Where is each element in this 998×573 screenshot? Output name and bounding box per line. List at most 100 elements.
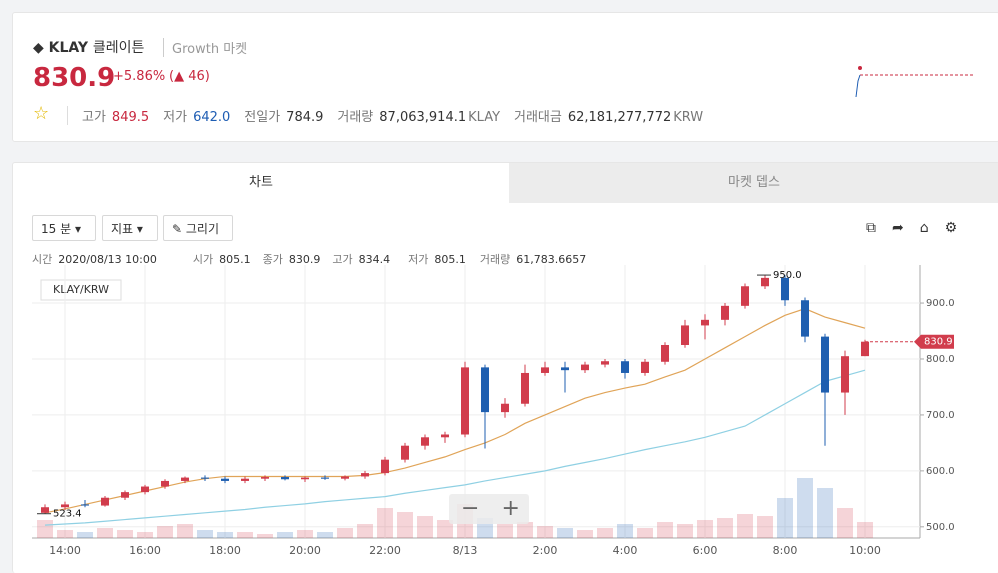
info-value: 805.1: [434, 253, 466, 266]
candle-body: [521, 372, 529, 404]
candle-body: [621, 361, 629, 373]
x-tick-label: 2:00: [533, 544, 558, 557]
stat-value: 62,181,277,772: [567, 110, 672, 125]
candle-body: [421, 437, 429, 446]
candle-body: [601, 361, 609, 365]
stat-unit: KLAY: [468, 110, 501, 125]
stat-label: 전일가: [244, 110, 281, 125]
pair-label: KLAY/KRW: [53, 283, 109, 296]
market: Growth 마켓: [163, 38, 247, 57]
volume-bar: [397, 512, 413, 538]
candle-body: [61, 504, 69, 508]
candle-body: [401, 445, 409, 460]
stat-value: 642.0: [193, 110, 231, 125]
volume-bar: [757, 516, 773, 538]
candle-body: [281, 477, 289, 480]
volume-bar: [437, 520, 453, 538]
volume-bar: [57, 530, 73, 538]
volume-bar: [517, 522, 533, 538]
candle-body: [261, 477, 269, 479]
indicator-button[interactable]: 지표 ▾: [102, 215, 158, 241]
symbol: ◆ KLAY 클레이튼: [33, 40, 145, 56]
candle-body: [661, 344, 669, 362]
y-tick-label: 800.0: [926, 354, 955, 365]
tab[interactable]: 차트: [249, 175, 273, 190]
x-tick-label: 16:00: [129, 544, 161, 557]
info-label: 거래량: [479, 253, 511, 266]
change-value: 46: [188, 69, 205, 84]
candle-body: [101, 497, 109, 506]
interval-button[interactable]: 15 분 ▾: [32, 215, 96, 241]
stat-label: 거래대금: [514, 110, 562, 125]
x-tick-label: 22:00: [369, 544, 401, 557]
zoom-out[interactable]: −: [461, 496, 480, 521]
change-rate: +5.86%: [113, 69, 166, 84]
volume-bar: [777, 498, 793, 538]
volume-bar: [157, 526, 173, 538]
candle-body: [501, 403, 509, 413]
y-tick-label: 700.0: [926, 410, 955, 421]
tab[interactable]: 마켓 뎁스: [509, 163, 998, 203]
info-label: 고가: [332, 253, 353, 266]
volume-bar: [677, 524, 693, 538]
volume-bar: [417, 516, 433, 538]
candle-body: [741, 286, 749, 306]
candle-body: [141, 486, 149, 493]
candle-body: [541, 367, 549, 373]
volume-bar: [237, 532, 253, 538]
stat-value: 87,063,914.1: [379, 110, 467, 125]
y-tick-label: 600.0: [926, 466, 955, 477]
volume-bar: [637, 528, 653, 538]
candle-body: [201, 477, 209, 479]
candle-body: [301, 477, 309, 480]
volume-bar: [277, 532, 293, 538]
candle-body: [81, 504, 89, 506]
candle-body: [481, 367, 489, 413]
favorite-star[interactable]: ☆: [33, 103, 50, 124]
moving-average: [44, 307, 866, 514]
candle-body: [581, 364, 589, 371]
candle-body: [121, 492, 129, 498]
price: 830.9: [33, 63, 116, 93]
info-value: 2020/08/13 10:00: [58, 253, 157, 266]
volume-bar: [257, 534, 273, 538]
symbol-code: KLAY: [48, 40, 89, 56]
x-tick-label: 10:00: [849, 544, 881, 557]
volume-bar: [357, 524, 373, 538]
stat-value: 784.9: [286, 110, 324, 125]
volume-bar: [557, 528, 573, 538]
info-label: 종가: [262, 253, 283, 266]
candle-body: [241, 478, 249, 481]
volume-bar: [177, 524, 193, 538]
candle-body: [441, 434, 449, 438]
candle-body: [781, 277, 789, 301]
volume-bar: [77, 532, 93, 538]
extreme-label: 523.4: [53, 509, 82, 520]
info-value: 61,783.6657: [516, 253, 587, 266]
candle-body: [381, 459, 389, 474]
info-label: 저가: [408, 253, 429, 266]
zoom-in[interactable]: +: [501, 496, 520, 521]
volume-bar: [657, 522, 673, 538]
chart-tools[interactable]: ⧉➦⌂⚙: [866, 220, 974, 236]
volume-bar: [697, 520, 713, 538]
volume-bar: [857, 522, 873, 538]
volume-bar: [797, 478, 813, 538]
candle-body: [221, 478, 229, 481]
last-price-tag: [914, 334, 954, 349]
volume-bar: [737, 514, 753, 538]
candle-body: [821, 336, 829, 393]
zoom-control: − +: [449, 494, 529, 524]
stat-label: 저가: [163, 110, 188, 125]
last-price-label: 830.9: [924, 337, 953, 348]
candle-body: [341, 476, 349, 479]
candle-body: [761, 277, 769, 287]
volume-bar: [577, 530, 593, 538]
volume-bar: [37, 520, 53, 538]
y-tick-label: 900.0: [926, 298, 955, 309]
candle-body: [801, 300, 809, 337]
candle-body: [361, 473, 369, 477]
volume-bar: [97, 528, 113, 538]
draw-button[interactable]: ✎ 그리기: [163, 215, 233, 241]
